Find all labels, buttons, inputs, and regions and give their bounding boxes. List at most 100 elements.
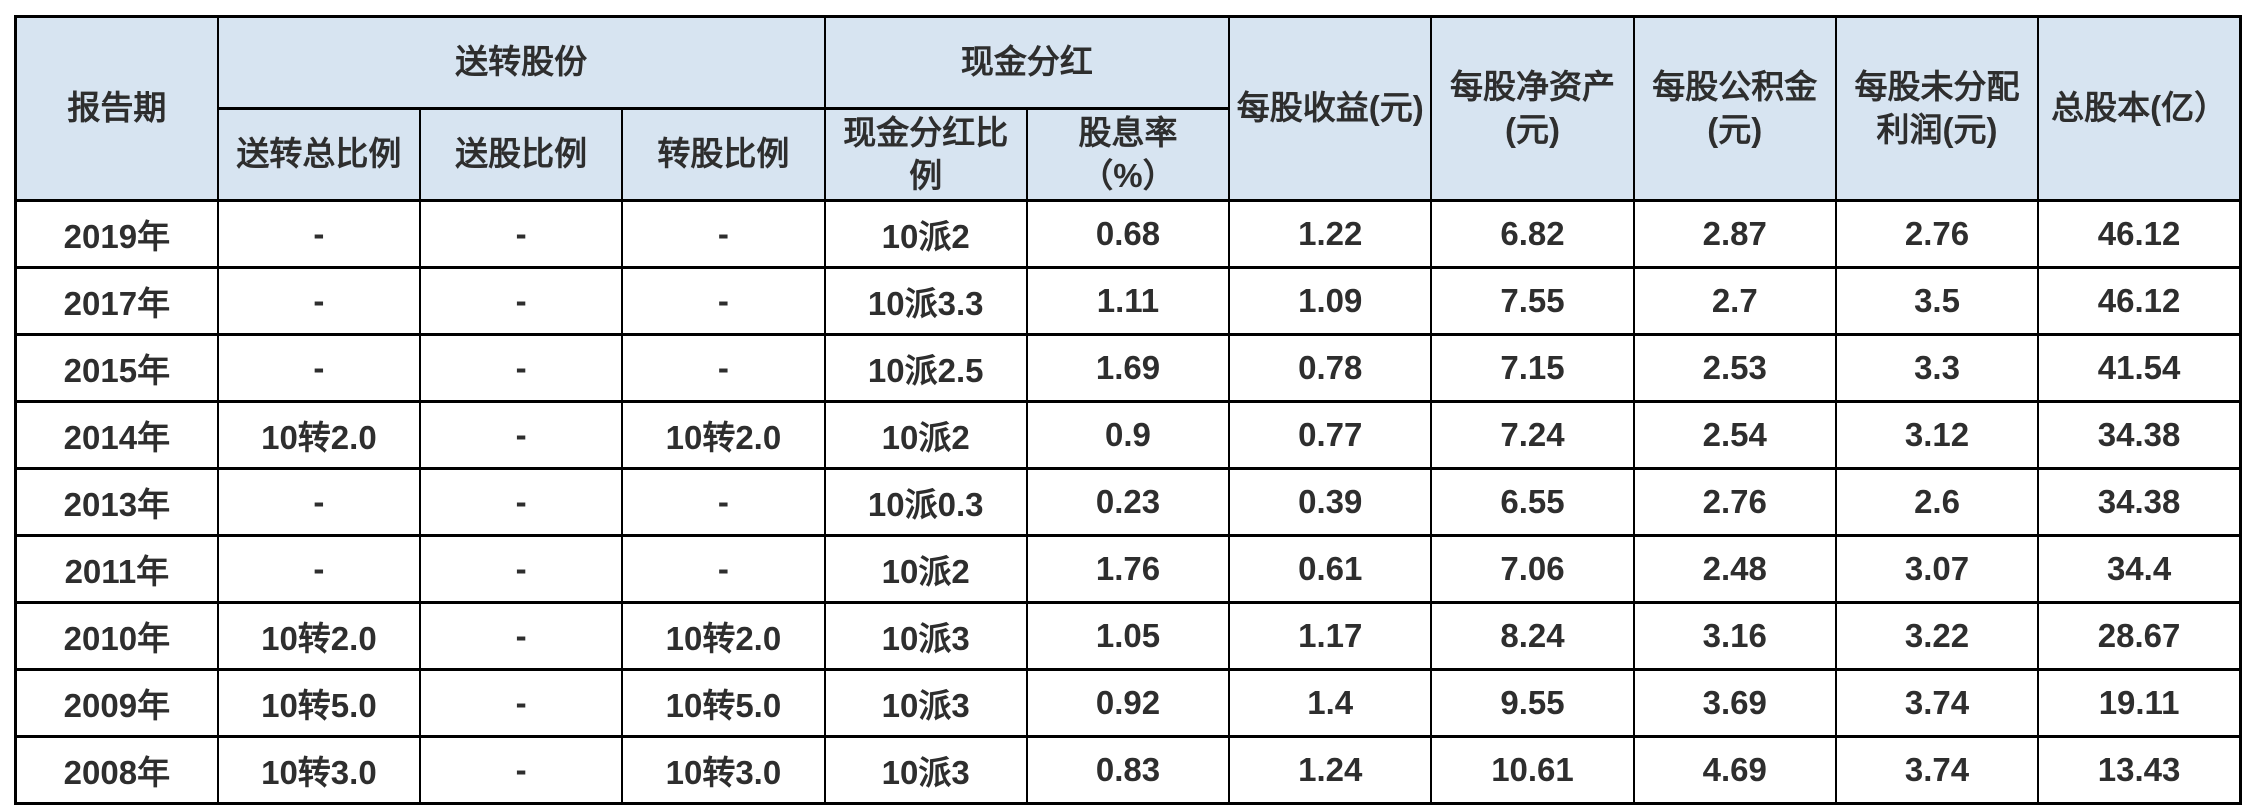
cell-undistributed-profit: 2.6 (1834, 467, 2040, 537)
cell-total-bonus-ratio: - (216, 467, 422, 537)
cell-bonus-share-ratio: - (419, 668, 624, 738)
cell-net-asset-per-share: 6.82 (1430, 199, 1635, 269)
cell-undistributed-profit: 3.07 (1834, 534, 2040, 604)
table-row: 2010年 10转2.0-10转2.0 10派3 1.05 1.17 8.24 3.16 3.… (14, 601, 2242, 671)
header-group-row: 报告期 送转股份 现金分红 每股收益(元) 每股净资产 (元) 每股公积金 (元… (14, 15, 2242, 202)
cell-net-asset-per-share: 7.24 (1430, 400, 1635, 470)
cell-dividend-yield: 0.68 (1025, 199, 1231, 269)
cell-bonus-share-ratio: - (419, 735, 624, 805)
cell-report-period: 2011年 (14, 534, 219, 604)
table-body: 2019年 - - -10派2 0.68 1.22 6.82 2.87 2.76 46.12 201… (14, 199, 2242, 805)
cell-reserve-per-share: 2.87 (1632, 199, 1837, 269)
cell-net-asset-per-share: 7.06 (1430, 534, 1635, 604)
cell-total-shares: 34.38 (2037, 400, 2242, 470)
cell-undistributed-profit: 2.76 (1834, 199, 2040, 269)
cell-net-asset-per-share: 10.61 (1430, 735, 1635, 805)
cell-cash-dividend-ratio: 10派3.3 (823, 266, 1028, 336)
cell-cash-dividend-ratio: 10派3 (823, 668, 1028, 738)
cell-net-asset-per-share: 7.15 (1430, 333, 1635, 403)
cell-total-bonus-ratio: - (216, 199, 422, 269)
cell-reserve-per-share: 4.69 (1632, 735, 1837, 805)
col-header-bonus-share-ratio: 送股比例 (419, 107, 624, 202)
cell-transfer-share-ratio: 10转5.0 (621, 668, 826, 738)
cell-transfer-share-ratio: - (621, 266, 826, 336)
col-header-dividend-yield: 股息率 （%） (1025, 107, 1231, 202)
cell-undistributed-profit: 3.74 (1834, 735, 2040, 805)
cell-bonus-share-ratio: - (419, 333, 624, 403)
cell-undistributed-profit: 3.5 (1834, 266, 2040, 336)
cell-net-asset-per-share: 7.55 (1430, 266, 1635, 336)
cell-reserve-per-share: 3.69 (1632, 668, 1837, 738)
table-row: 2013年 - - -10派0.3 0.23 0.39 6.55 2.76 2.6 34.38 (14, 467, 2242, 537)
cell-net-asset-per-share: 9.55 (1430, 668, 1635, 738)
cell-report-period: 2013年 (14, 467, 219, 537)
cell-eps: 1.24 (1228, 735, 1433, 805)
table-row: 2011年 - - -10派2 1.76 0.61 7.06 2.48 3.07 34.4 (14, 534, 2242, 604)
cell-reserve-per-share: 2.76 (1632, 467, 1837, 537)
cell-eps: 0.39 (1228, 467, 1433, 537)
cell-total-shares: 13.43 (2037, 735, 2242, 805)
cell-report-period: 2015年 (14, 333, 219, 403)
cell-total-shares: 46.12 (2037, 266, 2242, 336)
cell-cash-dividend-ratio: 10派0.3 (823, 467, 1028, 537)
cell-undistributed-profit: 3.74 (1834, 668, 2040, 738)
cell-transfer-share-ratio: 10转2.0 (621, 400, 826, 470)
cell-net-asset-per-share: 8.24 (1430, 601, 1635, 671)
cell-dividend-yield: 1.11 (1025, 266, 1231, 336)
cell-undistributed-profit: 3.3 (1834, 333, 2040, 403)
cell-transfer-share-ratio: - (621, 333, 826, 403)
table-header: 报告期 送转股份 现金分红 每股收益(元) 每股净资产 (元) 每股公积金 (元… (14, 15, 2242, 202)
cell-dividend-yield: 1.76 (1025, 534, 1231, 604)
cell-undistributed-profit: 3.22 (1834, 601, 2040, 671)
cell-reserve-per-share: 2.54 (1632, 400, 1837, 470)
cell-total-bonus-ratio: 10转3.0 (216, 735, 422, 805)
header-sub-row: 送转总比例 送股比例 转股比例 现金分红比 例 股息率 （%） (16, 107, 2241, 202)
cell-report-period: 2014年 (14, 400, 219, 470)
table-row: 2015年 - - -10派2.5 1.69 0.78 7.15 2.53 3.3 41.54 (14, 333, 2242, 403)
cell-eps: 1.17 (1228, 601, 1433, 671)
cell-eps: 0.78 (1228, 333, 1433, 403)
cell-total-bonus-ratio: 10转2.0 (216, 601, 422, 671)
cell-report-period: 2019年 (14, 199, 219, 269)
cell-total-bonus-ratio: 10转2.0 (216, 400, 422, 470)
cell-transfer-share-ratio: 10转2.0 (621, 601, 826, 671)
cell-dividend-yield: 1.05 (1025, 601, 1231, 671)
cell-report-period: 2008年 (14, 735, 219, 805)
cell-reserve-per-share: 2.53 (1632, 333, 1837, 403)
cell-transfer-share-ratio: - (621, 199, 826, 269)
cell-transfer-share-ratio: - (621, 467, 826, 537)
cell-cash-dividend-ratio: 10派2 (823, 199, 1028, 269)
col-header-total-shares: 总股本(亿） (2037, 15, 2242, 202)
cell-dividend-yield: 1.69 (1025, 333, 1231, 403)
col-header-reserve-per-share: 每股公积金 (元) (1632, 15, 1837, 202)
cell-eps: 0.61 (1228, 534, 1433, 604)
cell-cash-dividend-ratio: 10派2.5 (823, 333, 1028, 403)
cell-report-period: 2009年 (14, 668, 219, 738)
cell-total-bonus-ratio: - (216, 534, 422, 604)
cell-bonus-share-ratio: - (419, 601, 624, 671)
cell-dividend-yield: 0.92 (1025, 668, 1231, 738)
cell-eps: 0.77 (1228, 400, 1433, 470)
cell-cash-dividend-ratio: 10派2 (823, 534, 1028, 604)
cell-transfer-share-ratio: - (621, 534, 826, 604)
cell-total-shares: 34.4 (2037, 534, 2242, 604)
col-header-undistributed-profit: 每股未分配 利润(元) (1834, 15, 2040, 202)
cell-cash-dividend-ratio: 10派3 (823, 735, 1028, 805)
cell-dividend-yield: 0.83 (1025, 735, 1231, 805)
cell-net-asset-per-share: 6.55 (1430, 467, 1635, 537)
cell-total-bonus-ratio: 10转5.0 (216, 668, 422, 738)
table-row: 2014年 10转2.0-10转2.0 10派2 0.9 0.77 7.24 2.54 3.1… (14, 400, 2242, 470)
cell-report-period: 2017年 (14, 266, 219, 336)
cell-total-shares: 46.12 (2037, 199, 2242, 269)
table-row: 2019年 - - -10派2 0.68 1.22 6.82 2.87 2.76 46.12 (14, 199, 2242, 269)
table-row: 2008年 10转3.0-10转3.0 10派3 0.83 1.24 10.61 4.69 3… (14, 735, 2242, 805)
dividend-table: 报告期 送转股份 现金分红 每股收益(元) 每股净资产 (元) 每股公积金 (元… (14, 15, 2242, 805)
cell-bonus-share-ratio: - (419, 199, 624, 269)
cell-cash-dividend-ratio: 10派2 (823, 400, 1028, 470)
table-row: 2017年 - - -10派3.3 1.11 1.09 7.55 2.7 3.5 46.12 (14, 266, 2242, 336)
col-header-report-period: 报告期 (14, 15, 219, 202)
cell-bonus-share-ratio: - (419, 467, 624, 537)
col-header-transfer-share-ratio: 转股比例 (621, 107, 826, 202)
col-header-total-bonus-ratio: 送转总比例 (216, 107, 422, 202)
col-header-net-asset-per-share: 每股净资产 (元) (1430, 15, 1635, 202)
